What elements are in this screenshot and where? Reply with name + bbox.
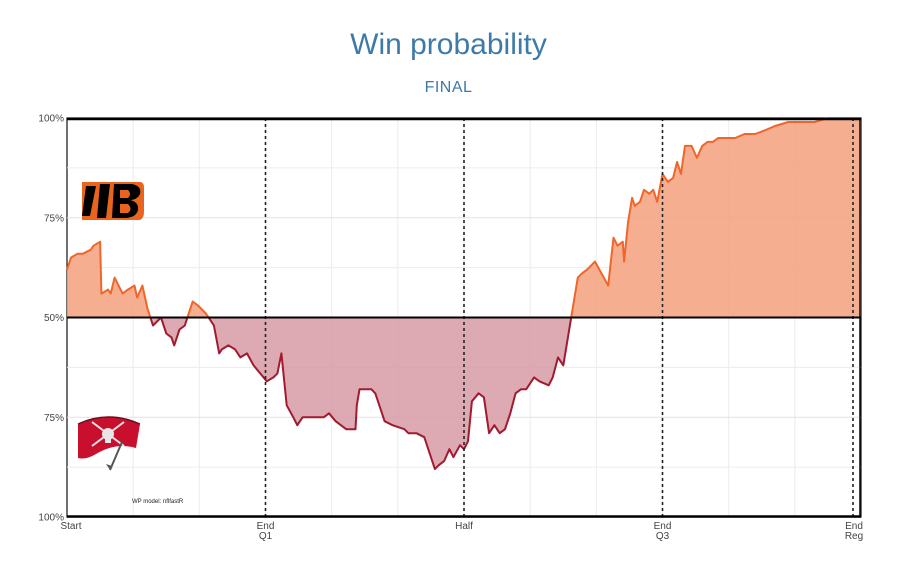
y-tick-label: 50% [44, 313, 64, 324]
line-above [66, 240, 152, 318]
chart-title: Win probability [350, 28, 547, 61]
line-above [570, 117, 861, 318]
chart-subtitle: FINAL [424, 79, 473, 96]
x-tick-label: Half [455, 521, 473, 532]
y-tick-label: 100% [38, 114, 64, 125]
line-below [149, 316, 162, 327]
probability-areas [66, 117, 861, 471]
buccaneers-logo [77, 416, 141, 471]
area-above [571, 118, 861, 318]
y-tick-label: 75% [44, 413, 64, 424]
area-above [67, 241, 151, 318]
x-axis-ticks: Start End Q1 Half End Q3 End Reg [60, 521, 863, 542]
area-below [160, 317, 188, 346]
area-above [187, 301, 209, 318]
x-tick-label: End Q1 [257, 521, 275, 542]
x-tick-label: Start [60, 521, 81, 532]
line-above [186, 300, 210, 319]
area-below [208, 317, 572, 470]
y-tick-label: 100% [38, 513, 64, 524]
y-axis-ticks: 100% 75% 50% 75% 100% [38, 114, 64, 524]
line-below [160, 317, 189, 347]
line-below [207, 316, 573, 471]
wp-model-note: WP model: nflfastR [132, 499, 184, 505]
bengals-logo [82, 182, 144, 220]
x-tick-label: End Reg [845, 521, 863, 542]
y-tick-label: 75% [44, 213, 64, 224]
x-tick-label: End Q3 [654, 521, 672, 542]
